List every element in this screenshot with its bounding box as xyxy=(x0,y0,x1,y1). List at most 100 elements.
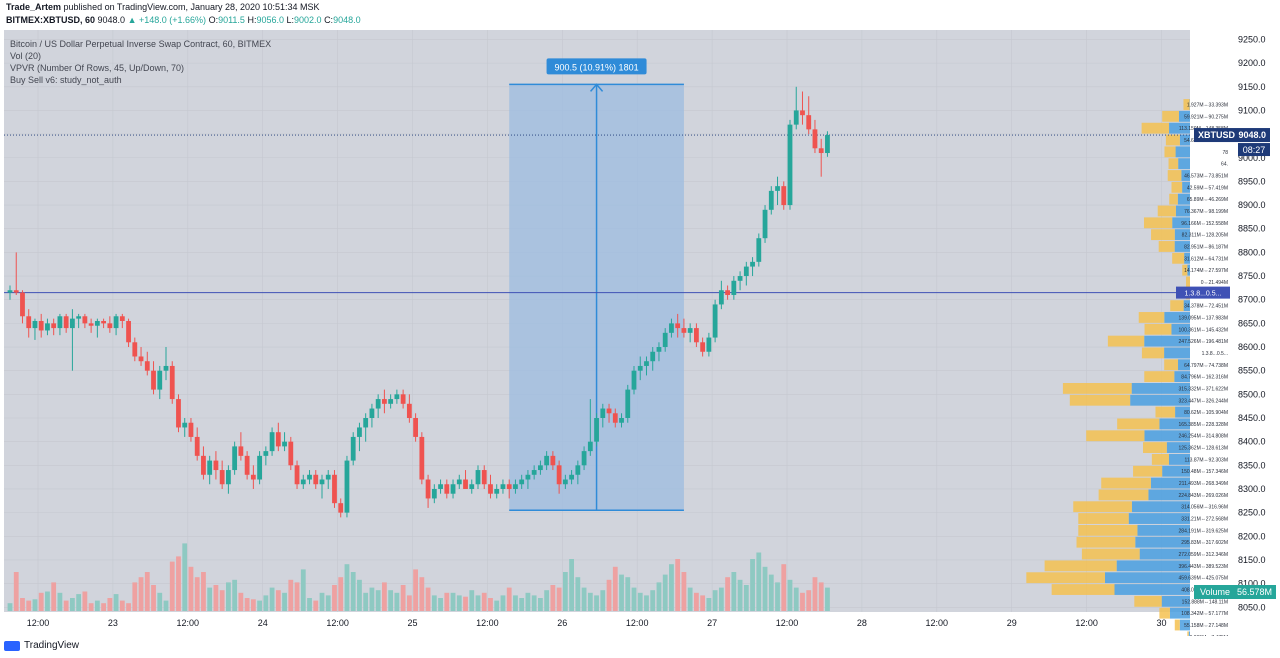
legend-symbol-title[interactable]: Bitcoin / US Dollar Perpetual Inverse Sw… xyxy=(10,39,272,49)
candle-body xyxy=(488,484,493,494)
candle-body xyxy=(419,436,425,480)
vpvr-row-label: 64. xyxy=(1221,162,1228,168)
candle-body xyxy=(594,418,599,442)
vpvr-up-bar xyxy=(1181,170,1190,181)
chart-legend: Bitcoin / US Dollar Perpetual Inverse Sw… xyxy=(10,38,271,86)
vpvr-down-bar xyxy=(1141,122,1170,134)
price-tick-label: 8050.0 xyxy=(1238,602,1266,612)
candle-body xyxy=(581,451,587,466)
volume-bar xyxy=(413,569,418,611)
price-range-measure[interactable]: 900.5 (10.91%) 1801 xyxy=(509,58,684,512)
volume-tag xyxy=(1194,585,1276,599)
tradingview-logo[interactable]: TradingView xyxy=(4,640,79,651)
volume-bar xyxy=(313,600,319,611)
vpvr-row-label: 323.447M⇔326.244M xyxy=(1179,398,1228,404)
vpvr-down-bar xyxy=(1044,560,1117,572)
vpvr-up-bar xyxy=(1144,430,1190,442)
volume-bar xyxy=(562,572,568,611)
volume-bar xyxy=(737,579,743,611)
candle-body xyxy=(257,455,262,480)
candle-body xyxy=(775,186,780,191)
vpvr-down-bar xyxy=(1062,383,1132,394)
vpvr-down-bar xyxy=(1164,359,1179,371)
time-tick-label: 23 xyxy=(108,618,118,628)
volume-bar xyxy=(182,543,188,611)
vpvr-row-label: 59.921M⇔90.275M xyxy=(1184,114,1228,120)
volume-bar xyxy=(338,577,344,611)
vpvr-up-bar xyxy=(1139,548,1190,560)
volume-bar xyxy=(282,592,287,611)
time-axis[interactable]: 12:00 23 12:00 24 12:00 25 12:00 26 12:00 27 12:00… xyxy=(27,618,1167,628)
candle-body xyxy=(26,316,32,329)
candle-body xyxy=(737,276,743,281)
vpvr-down-bar xyxy=(1151,229,1175,241)
volume-bar xyxy=(375,590,381,611)
volume-bar xyxy=(138,577,144,611)
volume-bar xyxy=(569,559,574,611)
candle-body xyxy=(600,408,606,418)
candle-body xyxy=(201,455,206,475)
vpvr-up-bar xyxy=(1171,323,1190,335)
candle-body xyxy=(138,356,144,362)
volume-bar xyxy=(731,572,737,611)
legend-volume-study[interactable]: Vol (20) xyxy=(10,51,42,61)
volume-bar xyxy=(226,582,231,611)
volume-bar xyxy=(26,600,32,611)
high-value: 9056.0 xyxy=(256,15,284,25)
volume-bar xyxy=(631,587,637,611)
vpvr-row-label: 96.166M⇔152.558M xyxy=(1181,221,1228,227)
low-label: L: xyxy=(286,15,295,25)
volume-tag-label: Volume xyxy=(1200,587,1230,597)
candle-body xyxy=(519,479,525,485)
vpvr-up-bar xyxy=(1148,489,1190,501)
last-price-value: 9048.0 xyxy=(1238,130,1266,140)
candle-body xyxy=(619,418,624,423)
candle-body xyxy=(369,408,375,418)
candle-body xyxy=(706,337,712,352)
volume-bar xyxy=(244,598,250,611)
volume-profile: 1.927M⇔33.393M59.921M⇔90.275M113.159M⇔14… xyxy=(1026,99,1228,636)
vpvr-row-label: 76.367M⇔98.199M xyxy=(1184,209,1228,215)
volume-bar xyxy=(207,587,213,611)
price-axis[interactable]: 9250.09200.09150.09100.09050.09000.08950… xyxy=(1238,34,1266,612)
legend-buysell-study[interactable]: Buy Sell v6: study_not_auth xyxy=(10,75,122,85)
vpvr-row-label: 139.095M⇔137.983M xyxy=(1179,315,1228,321)
vpvr-row-label: 78 xyxy=(1222,150,1228,156)
vpvr-down-bar xyxy=(1165,134,1180,146)
price-tick-label: 9250.0 xyxy=(1238,34,1266,44)
volume-bar xyxy=(644,595,649,611)
last-price: 9048.0 xyxy=(97,15,126,25)
legend-vpvr-study[interactable]: VPVR (Number Of Rows, 45, Up/Down, 70) xyxy=(10,63,185,73)
last-price-symbol: XBTUSD xyxy=(1198,130,1236,140)
price-tick-label: 8700.0 xyxy=(1238,295,1266,305)
author-name[interactable]: Trade_Artem xyxy=(6,2,62,12)
volume-bar xyxy=(800,592,805,611)
time-tick-label: 12:00 xyxy=(27,618,50,628)
volume-bar xyxy=(756,552,762,611)
price-tick-label: 8950.0 xyxy=(1238,176,1266,186)
vpvr-down-bar xyxy=(1186,276,1190,288)
candle-body xyxy=(313,474,319,485)
price-chart[interactable]: 1.927M⇔33.393M59.921M⇔90.275M113.159M⇔14… xyxy=(0,28,1280,636)
candle-body xyxy=(400,394,406,404)
vpvr-down-bar xyxy=(1078,524,1138,536)
volume-bar xyxy=(13,572,19,611)
candle-body xyxy=(144,361,150,371)
time-tick-label: 25 xyxy=(407,618,417,628)
hline-tag xyxy=(1176,286,1230,299)
vpvr-down-bar xyxy=(1167,170,1182,181)
volume-bar xyxy=(7,603,13,611)
candle-body xyxy=(538,465,543,471)
volume-bar xyxy=(176,556,181,611)
volume-bar xyxy=(394,592,400,611)
vpvr-down-bar xyxy=(1143,442,1167,453)
candle-body xyxy=(494,488,500,494)
volume-bar xyxy=(357,579,362,611)
volume-bar xyxy=(269,587,275,611)
candle-body xyxy=(88,323,94,326)
horizontal-line[interactable] xyxy=(4,134,1190,294)
candle-body xyxy=(818,148,824,154)
footer: TradingView xyxy=(0,636,1280,658)
volume-bar xyxy=(825,587,830,611)
vpvr-up-bar xyxy=(1130,394,1190,406)
